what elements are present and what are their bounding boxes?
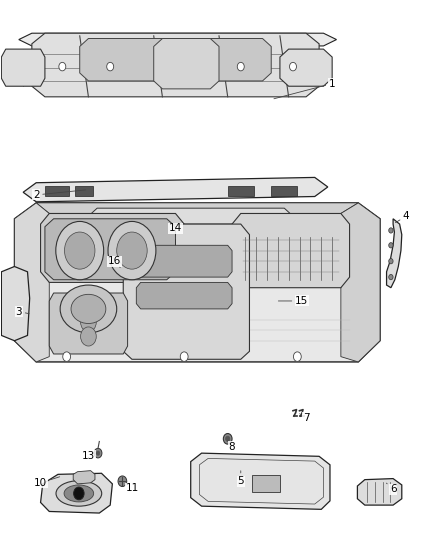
Polygon shape	[1, 49, 45, 86]
Polygon shape	[154, 38, 219, 89]
Polygon shape	[32, 33, 319, 97]
Circle shape	[81, 313, 96, 332]
Circle shape	[389, 243, 393, 248]
Text: 15: 15	[279, 296, 308, 306]
Circle shape	[237, 62, 244, 71]
Ellipse shape	[71, 294, 106, 324]
Circle shape	[118, 476, 127, 487]
Text: 10: 10	[34, 477, 60, 488]
Polygon shape	[341, 203, 380, 362]
Polygon shape	[1, 266, 30, 341]
Bar	[228, 187, 254, 196]
Circle shape	[94, 448, 102, 458]
Text: 6: 6	[386, 483, 396, 494]
Text: 14: 14	[169, 223, 182, 239]
Text: 3: 3	[15, 306, 29, 317]
Bar	[271, 187, 297, 196]
Circle shape	[107, 62, 114, 71]
Polygon shape	[123, 224, 250, 359]
Circle shape	[74, 487, 84, 500]
Bar	[75, 187, 93, 196]
Text: 7: 7	[300, 413, 309, 423]
Polygon shape	[232, 214, 350, 288]
Text: 5: 5	[237, 471, 244, 486]
Polygon shape	[80, 38, 271, 81]
Circle shape	[293, 352, 301, 361]
Bar	[45, 187, 69, 196]
Polygon shape	[387, 219, 402, 288]
Text: 4: 4	[396, 211, 410, 223]
Polygon shape	[49, 293, 127, 354]
Circle shape	[96, 451, 100, 455]
Circle shape	[389, 228, 393, 233]
Text: 13: 13	[82, 451, 96, 461]
Polygon shape	[41, 214, 184, 282]
Polygon shape	[136, 282, 232, 309]
Polygon shape	[14, 203, 49, 362]
Polygon shape	[41, 473, 113, 513]
Circle shape	[56, 221, 104, 280]
Polygon shape	[36, 203, 358, 214]
Circle shape	[81, 327, 96, 346]
Circle shape	[290, 62, 297, 71]
Polygon shape	[88, 208, 293, 224]
Polygon shape	[19, 33, 336, 46]
Text: 2: 2	[33, 190, 86, 200]
Circle shape	[108, 221, 156, 280]
Ellipse shape	[56, 481, 102, 506]
Text: 1: 1	[274, 78, 336, 99]
Bar	[252, 475, 280, 492]
Circle shape	[180, 352, 188, 361]
Polygon shape	[23, 177, 328, 202]
Circle shape	[226, 436, 230, 441]
Ellipse shape	[64, 485, 94, 502]
Circle shape	[117, 232, 147, 269]
Text: 16: 16	[108, 256, 121, 268]
Circle shape	[81, 300, 96, 318]
Circle shape	[64, 232, 95, 269]
Polygon shape	[357, 479, 402, 505]
Polygon shape	[14, 203, 380, 362]
Circle shape	[59, 62, 66, 71]
Text: 8: 8	[228, 440, 235, 452]
Polygon shape	[191, 453, 330, 510]
Ellipse shape	[60, 285, 117, 333]
Polygon shape	[45, 219, 176, 280]
Circle shape	[63, 352, 71, 361]
Circle shape	[389, 274, 393, 280]
Polygon shape	[280, 49, 332, 86]
Polygon shape	[136, 245, 232, 277]
Circle shape	[223, 433, 232, 444]
Circle shape	[389, 259, 393, 264]
Text: 11: 11	[122, 481, 138, 493]
Polygon shape	[73, 471, 95, 484]
